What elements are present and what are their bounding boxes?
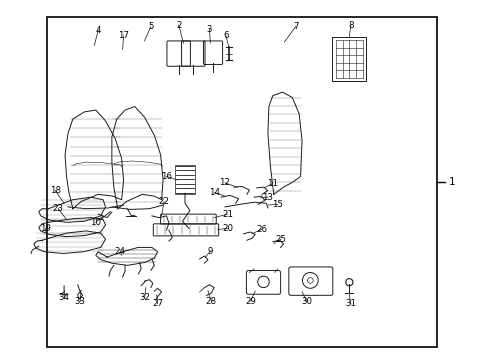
Bar bbox=[331, 37, 366, 81]
Text: 13: 13 bbox=[262, 193, 273, 202]
Text: 24: 24 bbox=[114, 247, 125, 256]
Text: 31: 31 bbox=[345, 299, 356, 308]
Text: 30: 30 bbox=[301, 297, 312, 306]
Text: 28: 28 bbox=[205, 297, 216, 306]
Text: 15: 15 bbox=[272, 200, 283, 209]
Text: 16: 16 bbox=[161, 172, 172, 181]
Text: 27: 27 bbox=[152, 299, 163, 308]
Text: 4: 4 bbox=[95, 26, 101, 35]
Text: 25: 25 bbox=[275, 235, 286, 244]
Bar bbox=[175, 165, 194, 194]
Text: 33: 33 bbox=[74, 297, 85, 306]
Text: 3: 3 bbox=[206, 25, 212, 34]
Text: 26: 26 bbox=[256, 225, 266, 234]
Text: 1: 1 bbox=[448, 177, 455, 187]
Text: 7: 7 bbox=[292, 22, 298, 31]
Text: 2: 2 bbox=[176, 21, 181, 30]
Text: 5: 5 bbox=[148, 22, 153, 31]
Text: 12: 12 bbox=[219, 178, 230, 187]
Text: 8: 8 bbox=[347, 21, 353, 30]
Text: 20: 20 bbox=[222, 224, 232, 233]
Bar bbox=[47, 17, 436, 347]
Text: 19: 19 bbox=[40, 224, 51, 233]
Text: 6: 6 bbox=[223, 31, 228, 40]
Text: 32: 32 bbox=[139, 293, 150, 302]
Text: 23: 23 bbox=[53, 204, 63, 213]
Text: 22: 22 bbox=[158, 197, 169, 206]
Text: 11: 11 bbox=[267, 179, 278, 188]
Text: 17: 17 bbox=[118, 31, 129, 40]
Text: 10: 10 bbox=[90, 218, 101, 227]
Text: 14: 14 bbox=[208, 188, 219, 197]
Text: 18: 18 bbox=[50, 186, 61, 195]
Text: 29: 29 bbox=[244, 297, 255, 306]
Text: 9: 9 bbox=[207, 247, 213, 256]
Text: 21: 21 bbox=[222, 210, 232, 219]
Text: 34: 34 bbox=[59, 293, 69, 302]
